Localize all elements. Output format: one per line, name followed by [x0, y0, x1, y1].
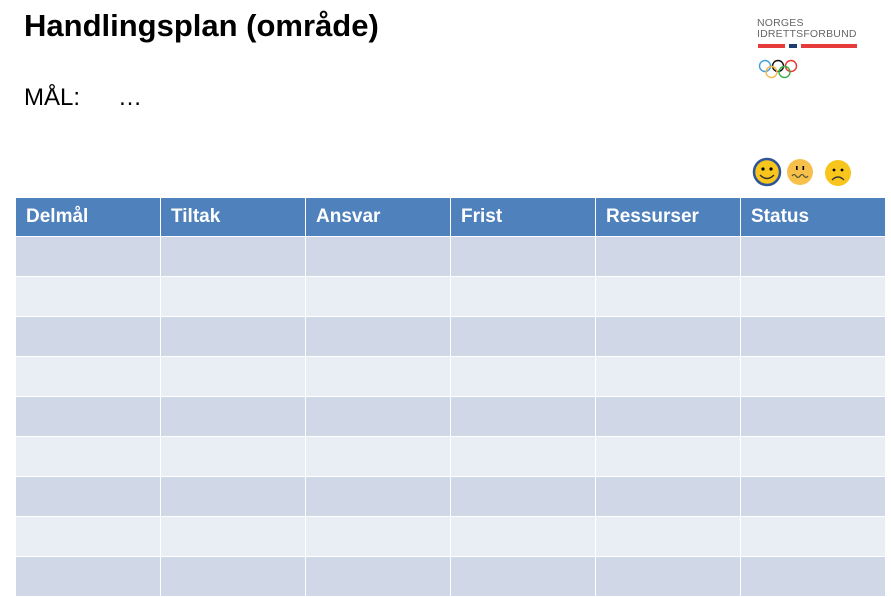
table-cell[interactable] [160, 396, 306, 437]
table-cell[interactable] [450, 396, 596, 437]
table-cell[interactable] [15, 516, 161, 557]
worried-smiley-icon [787, 159, 813, 185]
table-row [15, 476, 886, 517]
table-cell[interactable] [15, 436, 161, 477]
column-header: Status [740, 197, 886, 237]
table-cell[interactable] [160, 516, 306, 557]
table-cell[interactable] [15, 556, 161, 597]
table-cell[interactable] [595, 476, 741, 517]
table-cell[interactable] [15, 396, 161, 437]
goal-value: … [118, 84, 143, 111]
table-cell[interactable] [305, 276, 451, 317]
table-cell[interactable] [160, 276, 306, 317]
table-cell[interactable] [450, 436, 596, 477]
table-cell[interactable] [160, 356, 306, 397]
table-row [15, 316, 886, 357]
table-cell[interactable] [160, 316, 306, 357]
table-cell[interactable] [305, 476, 451, 517]
sad-smiley-icon [825, 160, 851, 186]
column-header: Delmål [15, 197, 161, 237]
table-cell[interactable] [595, 396, 741, 437]
column-header: Tiltak [160, 197, 306, 237]
table-row [15, 236, 886, 277]
table-cell[interactable] [595, 356, 741, 397]
table-cell[interactable] [740, 356, 886, 397]
goal-line: MÅL: … [24, 84, 142, 112]
table-cell[interactable] [595, 556, 741, 597]
column-header: Frist [450, 197, 596, 237]
table-row [15, 276, 886, 317]
table-cell[interactable] [740, 516, 886, 557]
table-cell[interactable] [595, 236, 741, 277]
table-cell[interactable] [595, 516, 741, 557]
table-cell[interactable] [450, 236, 596, 277]
table-row [15, 356, 886, 397]
table-cell[interactable] [450, 556, 596, 597]
table-cell[interactable] [160, 476, 306, 517]
table-cell[interactable] [305, 516, 451, 557]
table-cell[interactable] [15, 316, 161, 357]
table-cell[interactable] [740, 476, 886, 517]
goal-label: MÅL: [24, 84, 81, 111]
table-cell[interactable] [740, 276, 886, 317]
table-cell[interactable] [450, 316, 596, 357]
table-cell[interactable] [450, 356, 596, 397]
table-cell[interactable] [595, 316, 741, 357]
table-cell[interactable] [15, 356, 161, 397]
table-cell[interactable] [15, 476, 161, 517]
table-cell[interactable] [740, 396, 886, 437]
table-row [15, 436, 886, 477]
column-header: Ansvar [305, 197, 451, 237]
column-header: Ressurser [595, 197, 741, 237]
page-title: Handlingsplan (område) [24, 8, 379, 43]
table-cell[interactable] [15, 276, 161, 317]
table-cell[interactable] [595, 436, 741, 477]
table-cell[interactable] [450, 476, 596, 517]
table-cell[interactable] [305, 356, 451, 397]
table-cell[interactable] [15, 236, 161, 277]
table-cell[interactable] [740, 236, 886, 277]
table-cell[interactable] [595, 276, 741, 317]
table-cell[interactable] [740, 556, 886, 597]
table-cell[interactable] [450, 516, 596, 557]
table-row [15, 396, 886, 437]
table-cell[interactable] [305, 436, 451, 477]
table-cell[interactable] [305, 556, 451, 597]
table-cell[interactable] [305, 236, 451, 277]
table-cell[interactable] [740, 316, 886, 357]
table-cell[interactable] [305, 316, 451, 357]
table-row [15, 556, 886, 597]
table-cell[interactable] [305, 396, 451, 437]
action-plan-table: Delmål Tiltak Ansvar Frist Ressurser Status [15, 197, 886, 597]
table-cell[interactable] [160, 436, 306, 477]
table-row [15, 516, 886, 557]
table-cell[interactable] [160, 236, 306, 277]
table-cell[interactable] [160, 556, 306, 597]
table-cell[interactable] [740, 436, 886, 477]
table-cell[interactable] [450, 276, 596, 317]
happy-smiley-icon [752, 157, 782, 187]
nif-logo: NORGES IDRETTSFORBUND [757, 18, 859, 85]
